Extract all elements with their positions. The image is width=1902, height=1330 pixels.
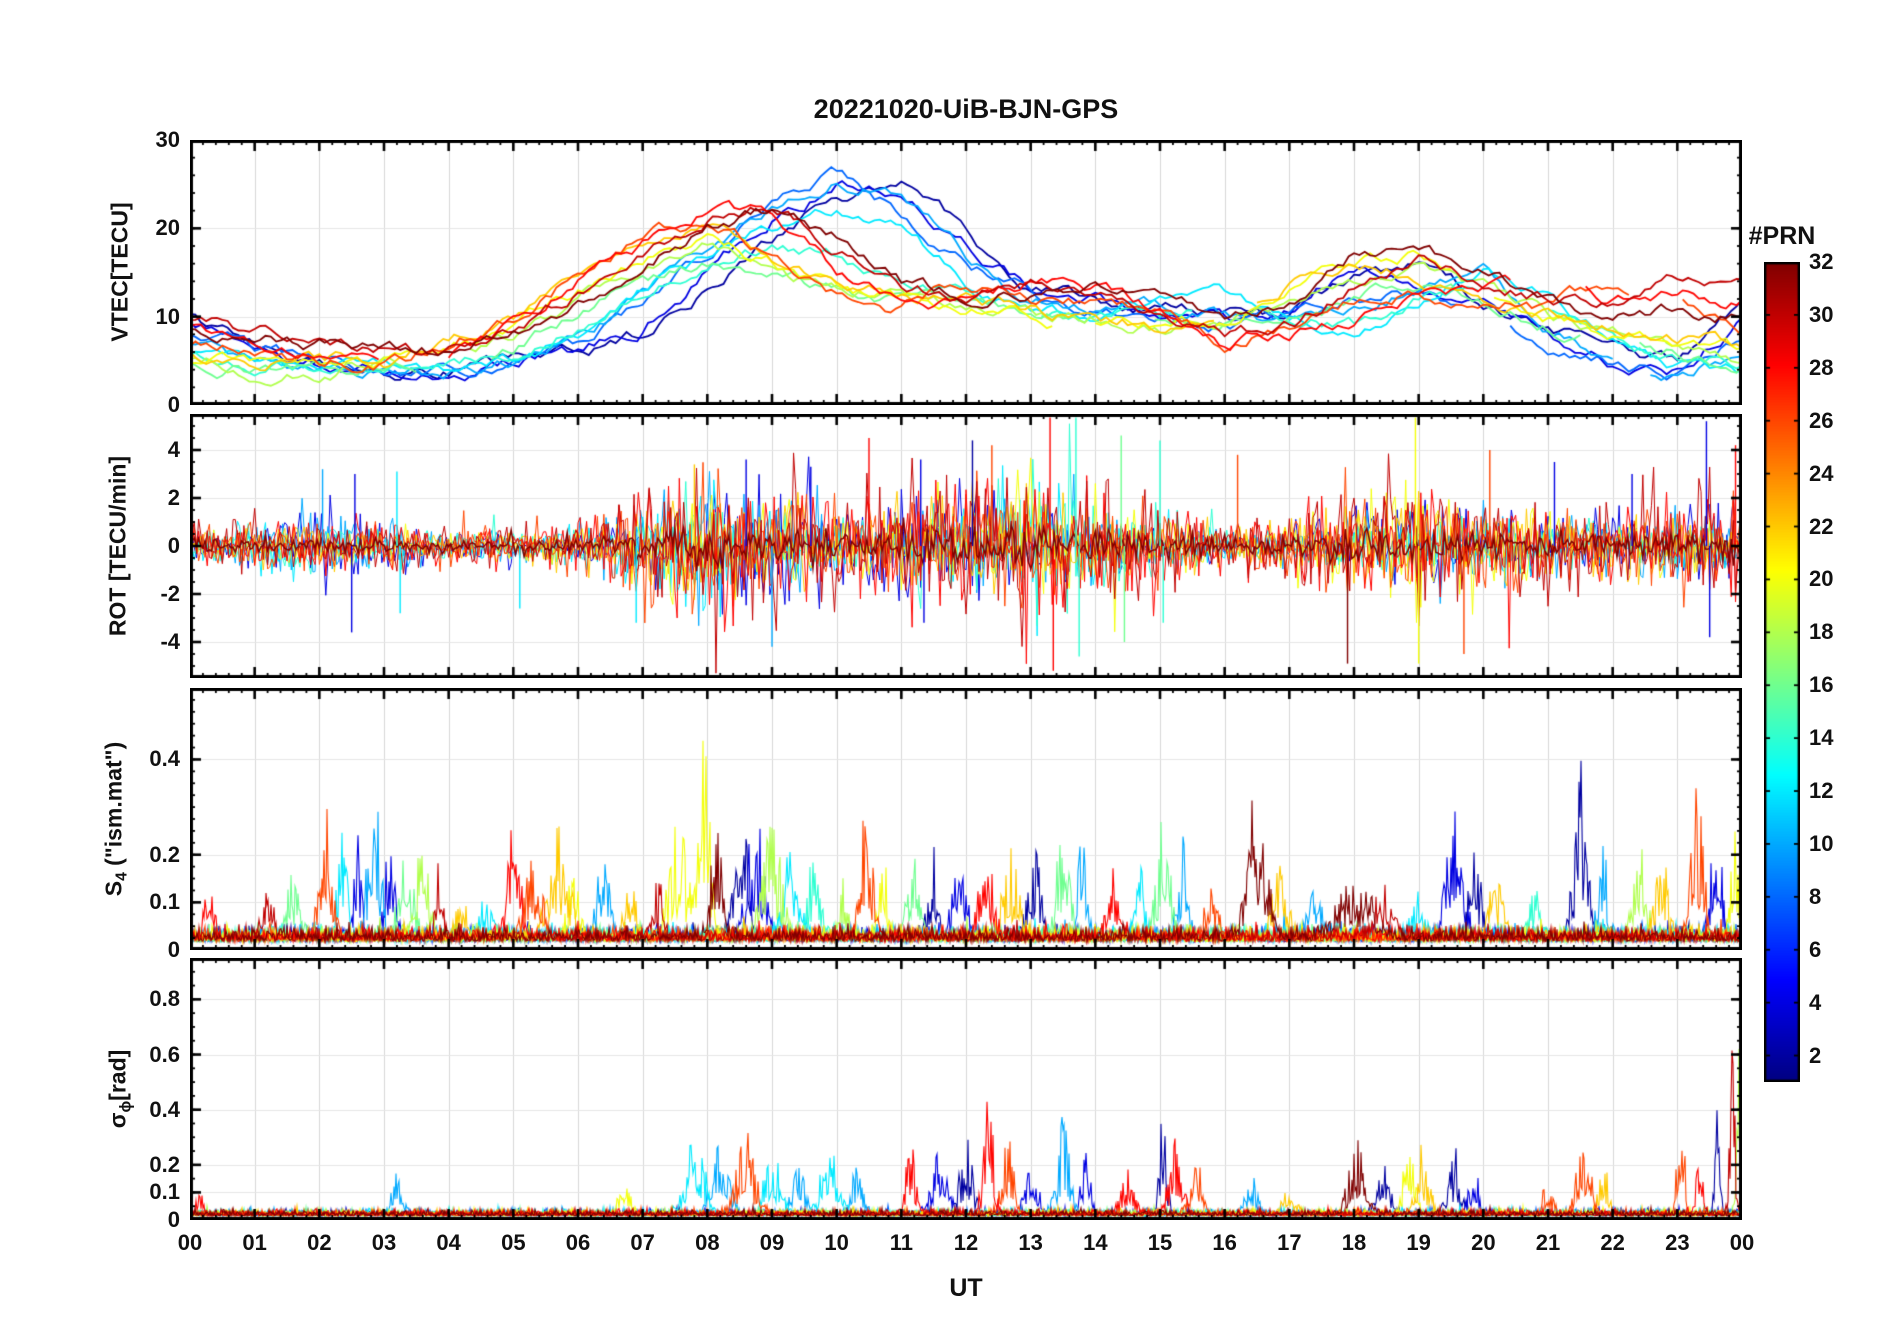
x-tick-label: 08 <box>695 1230 720 1255</box>
ylabel-s4: S4 ("ism.mat") <box>100 741 131 897</box>
x-tick-label: 20 <box>1471 1230 1496 1255</box>
y-tick-label: 0.4 <box>149 1096 180 1122</box>
y-tick-label: 20 <box>155 215 180 241</box>
colorbar-tick-label: 28 <box>1809 354 1834 380</box>
y-tick-label: 0.4 <box>149 746 180 772</box>
y-tick-label: 0.1 <box>149 1179 180 1205</box>
colorbar-tick-label: 10 <box>1809 830 1834 856</box>
colorbar-tick-label: 26 <box>1809 407 1834 433</box>
x-tick-label: 10 <box>824 1230 849 1255</box>
x-tick-label: 00 <box>1729 1230 1755 1255</box>
x-tick-label: 19 <box>1406 1230 1431 1255</box>
colorbar-tick-label: 2 <box>1809 1042 1822 1068</box>
y-tick-label: 0 <box>167 392 180 417</box>
x-tick-label: 12 <box>953 1230 979 1255</box>
ylabel-sigma-phi: σϕ[rad] <box>104 1049 135 1129</box>
x-tick-label: 00 <box>177 1230 203 1255</box>
ylabel-s4-sub: 4 <box>113 872 131 881</box>
x-tick-label: 05 <box>501 1230 526 1255</box>
ylabel-rot-text: ROT [TECU/min] <box>104 455 131 637</box>
x-tick-label: 04 <box>436 1230 461 1255</box>
colorbar-tick-label: 22 <box>1809 513 1834 539</box>
x-tick-label: 07 <box>630 1230 655 1255</box>
colorbar-tick-label: 30 <box>1809 301 1834 327</box>
colorbar-tick-label: 12 <box>1809 778 1834 804</box>
colorbar-title: #PRN <box>1748 222 1816 250</box>
colorbar-tick-label: 8 <box>1809 883 1822 909</box>
colorbar-tick-label: 4 <box>1809 989 1822 1015</box>
colorbar-canvas <box>1764 262 1800 1082</box>
sigma-phi-plot-canvas <box>190 958 1742 1220</box>
y-tick-label: 30 <box>155 127 180 152</box>
ylabel-s4-text: S <box>100 880 127 897</box>
x-tick-label: 06 <box>565 1230 591 1255</box>
x-tick-label: 18 <box>1341 1230 1367 1255</box>
ylabel-vtec-text: VTEC[TECU] <box>106 202 133 342</box>
y-tick-label: -4 <box>160 629 180 654</box>
x-tick-label: 23 <box>1665 1230 1690 1255</box>
x-tick-label: 14 <box>1083 1230 1108 1255</box>
x-tick-label: 09 <box>759 1230 785 1255</box>
colorbar-tick-label: 16 <box>1809 672 1834 698</box>
x-tick-label: 22 <box>1600 1230 1625 1255</box>
y-tick-label: 0 <box>167 937 180 962</box>
colorbar-tick-label: 18 <box>1809 619 1834 645</box>
colorbar-tick-label: 24 <box>1809 460 1834 486</box>
colorbar-tick-label: 14 <box>1809 725 1834 751</box>
y-tick-label: 0.8 <box>149 986 180 1012</box>
y-tick-label: 4 <box>167 437 180 462</box>
y-tick-label: 0.2 <box>149 841 180 867</box>
x-tick-label: 03 <box>371 1230 397 1255</box>
colorbar-tick-label: 32 <box>1809 249 1834 274</box>
ylabel-rot: ROT [TECU/min] <box>105 456 132 636</box>
y-tick-label: 10 <box>155 303 180 329</box>
x-tick-label: 01 <box>242 1230 267 1255</box>
x-tick-label: 02 <box>307 1230 332 1255</box>
rot-plot-canvas <box>190 414 1742 678</box>
colorbar-tick-label: 20 <box>1809 566 1834 592</box>
colorbar-tick-label: 6 <box>1809 936 1822 962</box>
ylabel-sigma-sub: ϕ <box>117 1100 135 1113</box>
y-tick-label: 2 <box>167 485 180 510</box>
y-tick-label: 0 <box>167 1207 180 1232</box>
x-tick-label: 21 <box>1535 1230 1561 1255</box>
x-tick-label: 16 <box>1212 1230 1237 1255</box>
y-tick-label: 0.1 <box>149 889 180 915</box>
x-tick-label: 17 <box>1277 1230 1302 1255</box>
ylabel-sigma-post: [rad] <box>104 1049 131 1101</box>
y-tick-label: 0.6 <box>149 1041 180 1067</box>
y-tick-label: -2 <box>160 581 180 606</box>
y-tick-label: 0.2 <box>149 1151 180 1177</box>
ylabel-sigma-text: σ <box>104 1112 131 1129</box>
vtec-plot-canvas <box>190 140 1742 405</box>
x-tick-label: 11 <box>889 1230 913 1255</box>
x-tick-label: 15 <box>1147 1230 1173 1255</box>
ylabel-s4-post: ("ism.mat") <box>100 741 127 873</box>
s4-plot-canvas <box>190 688 1742 950</box>
figure-title: 20221020-UiB-BJN-GPS <box>813 94 1119 124</box>
ylabel-vtec: VTEC[TECU] <box>107 202 134 341</box>
y-tick-label: 0 <box>167 533 180 558</box>
x-axis-label: UT <box>949 1274 983 1302</box>
x-tick-label: 13 <box>1018 1230 1043 1255</box>
